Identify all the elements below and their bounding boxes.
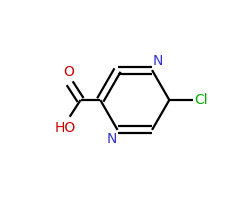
Text: N: N <box>153 54 163 68</box>
Text: Cl: Cl <box>195 93 208 107</box>
Text: N: N <box>106 132 117 146</box>
Text: O: O <box>63 65 74 79</box>
Text: HO: HO <box>54 121 75 135</box>
